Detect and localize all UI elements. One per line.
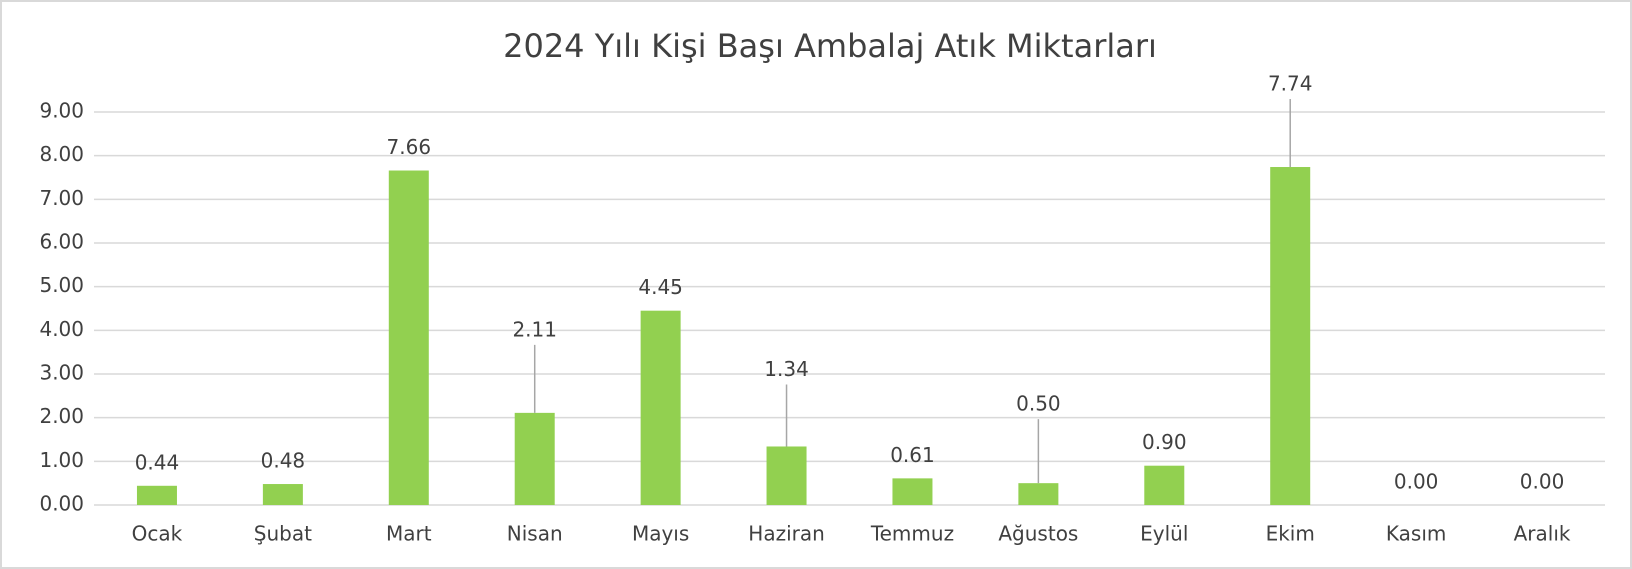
y-tick-label: 8.00 <box>39 142 84 166</box>
y-tick-label: 6.00 <box>39 230 84 254</box>
bar <box>262 484 303 505</box>
data-label: 2.11 <box>512 317 557 341</box>
data-label: 1.34 <box>764 357 809 381</box>
x-tick-label: Ekim <box>1266 522 1315 546</box>
y-tick-label: 5.00 <box>39 273 84 297</box>
bar <box>640 310 681 505</box>
data-label: 0.00 <box>1520 470 1565 494</box>
bar <box>766 446 807 505</box>
data-label: 7.66 <box>387 135 432 159</box>
x-tick-label: Temmuz <box>870 522 954 546</box>
data-label: 0.90 <box>1142 430 1187 454</box>
bar <box>136 485 177 505</box>
y-tick-label: 0.00 <box>39 492 84 516</box>
y-tick-label: 1.00 <box>39 448 84 472</box>
y-tick-label: 7.00 <box>39 186 84 210</box>
data-label: 0.50 <box>1016 392 1061 416</box>
x-tick-label: Mart <box>386 522 432 546</box>
data-label: 7.74 <box>1268 72 1313 96</box>
bar <box>388 170 429 505</box>
x-tick-label: Haziran <box>748 522 825 546</box>
x-tick-label: Nisan <box>507 522 563 546</box>
y-tick-label: 2.00 <box>39 404 84 428</box>
data-label: 0.61 <box>890 443 935 467</box>
x-tick-label: Aralık <box>1514 522 1571 546</box>
y-tick-label: 9.00 <box>39 99 84 123</box>
data-label: 0.00 <box>1394 470 1439 494</box>
y-tick-label: 4.00 <box>39 317 84 341</box>
data-label: 0.48 <box>261 449 306 473</box>
y-tick-label: 3.00 <box>39 361 84 385</box>
data-label: 0.44 <box>135 450 180 474</box>
x-tick-label: Ağustos <box>998 522 1078 546</box>
data-label: 4.45 <box>638 275 683 299</box>
bar <box>1144 465 1185 505</box>
x-tick-label: Kasım <box>1386 522 1446 546</box>
x-tick-label: Mayıs <box>632 522 689 546</box>
chart-title: 2024 Yılı Kişi Başı Ambalaj Atık Miktarl… <box>503 27 1157 65</box>
bar <box>1270 167 1311 505</box>
bar <box>514 412 555 505</box>
x-tick-label: Ocak <box>132 522 183 546</box>
bar <box>892 478 933 505</box>
bar <box>1018 483 1059 505</box>
x-tick-label: Eylül <box>1140 522 1188 546</box>
x-tick-label: Şubat <box>254 522 312 546</box>
